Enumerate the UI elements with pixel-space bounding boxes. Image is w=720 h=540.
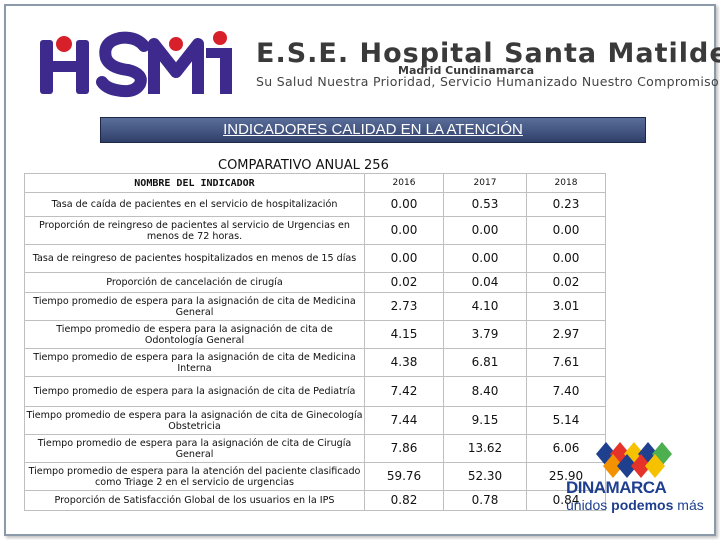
- table-row: Proporción de cancelación de cirugía 0.0…: [24, 272, 606, 293]
- table-row: Tiempo promedio de espera para la asigna…: [24, 292, 606, 321]
- indicator-value: 0.02: [526, 272, 606, 293]
- table-row: Tiempo promedio de espera para la atenci…: [24, 462, 606, 491]
- indicator-value: 5.14: [526, 406, 606, 435]
- motto-suffix: más: [673, 497, 704, 513]
- year-header: 2018: [526, 173, 606, 193]
- indicator-value: 4.10: [443, 292, 527, 321]
- indicator-value: 2.73: [364, 292, 444, 321]
- table-row: Tiempo promedio de espera para la asigna…: [24, 434, 606, 463]
- indicator-name: Tiempo promedio de espera para la asigna…: [24, 406, 365, 435]
- slide-frame: [4, 4, 716, 536]
- indicator-value: 0.04: [443, 272, 527, 293]
- indicator-value: 0.00: [443, 244, 527, 273]
- indicator-name: Proporción de reingreso de pacientes al …: [24, 216, 365, 245]
- hsm-logo: [40, 31, 232, 98]
- indicator-name: Tiempo promedio de espera para la asigna…: [24, 292, 365, 321]
- indicator-value: 6.81: [443, 348, 527, 377]
- table-row: Tiempo promedio de espera para la asigna…: [24, 406, 606, 435]
- indicator-value: 3.01: [526, 292, 606, 321]
- cundinamarca-logo: [596, 442, 672, 478]
- table-row: Tiempo promedio de espera para la asigna…: [24, 320, 606, 349]
- table-row: Tiempo promedio de espera para la asigna…: [24, 348, 606, 377]
- table-row: Tasa de reingreso de pacientes hospitali…: [24, 244, 606, 273]
- motto-bold: podemos: [611, 497, 674, 513]
- indicator-value: 0.53: [443, 192, 527, 217]
- motto-prefix: unidos: [566, 497, 612, 513]
- indicator-value: 7.61: [526, 348, 606, 377]
- indicator-value: 0.00: [526, 244, 606, 273]
- table-header-row: NOMBRE DEL INDICADOR 2016 2017 2018: [24, 173, 606, 193]
- indicator-value: 0.00: [364, 216, 444, 245]
- indicator-name: Tiempo promedio de espera para la asigna…: [24, 320, 365, 349]
- hospital-location: Madrid Cundinamarca: [398, 64, 535, 77]
- table-row: Tiempo promedio de espera para la asigna…: [24, 376, 606, 407]
- indicator-value: 13.62: [443, 434, 527, 463]
- indicator-value: 0.00: [364, 244, 444, 273]
- indicator-value: 2.97: [526, 320, 606, 349]
- indicator-value: 0.84: [526, 490, 606, 511]
- indicator-value: 4.38: [364, 348, 444, 377]
- indicator-value: 7.40: [526, 376, 606, 407]
- indicator-name: Proporción de cancelación de cirugía: [24, 272, 365, 293]
- indicator-value: 59.76: [364, 462, 444, 491]
- year-header: 2016: [364, 173, 444, 193]
- indicator-name: Proporción de Satisfacción Global de los…: [24, 490, 365, 511]
- indicator-name: Tiempo promedio de espera para la asigna…: [24, 376, 365, 407]
- cundinamarca-motto: unidos podemos más: [566, 497, 704, 513]
- table-row: Proporción de Satisfacción Global de los…: [24, 490, 606, 511]
- indicator-value: 0.78: [443, 490, 527, 511]
- year-header: 2017: [443, 173, 527, 193]
- indicator-value: 7.86: [364, 434, 444, 463]
- table-row: Proporción de reingreso de pacientes al …: [24, 216, 606, 245]
- indicator-name: Tiempo promedio de espera para la atenci…: [24, 462, 365, 491]
- indicator-value: 0.82: [364, 490, 444, 511]
- indicator-name: Tasa de reingreso de pacientes hospitali…: [24, 244, 365, 273]
- indicator-value: 0.00: [526, 216, 606, 245]
- indicator-value: 0.23: [526, 192, 606, 217]
- table-subtitle: COMPARATIVO ANUAL 256: [218, 158, 389, 173]
- hospital-name: E.S.E. Hospital Santa Matilde: [256, 38, 720, 69]
- indicator-value: 7.44: [364, 406, 444, 435]
- indicator-value: 7.42: [364, 376, 444, 407]
- indicator-value: 4.15: [364, 320, 444, 349]
- indicator-value: 9.15: [443, 406, 527, 435]
- indicator-name-header: NOMBRE DEL INDICADOR: [24, 173, 365, 193]
- table-row: Tasa de caída de pacientes en el servici…: [24, 192, 606, 217]
- indicator-name: Tiempo promedio de espera para la asigna…: [24, 434, 365, 463]
- indicator-name: Tiempo promedio de espera para la asigna…: [24, 348, 365, 377]
- indicators-table: NOMBRE DEL INDICADOR 2016 2017 2018 Tasa…: [24, 173, 606, 511]
- indicator-value: 52.30: [443, 462, 527, 491]
- indicator-value: 0.00: [443, 216, 527, 245]
- indicator-value: 0.02: [364, 272, 444, 293]
- indicator-value: 0.00: [364, 192, 444, 217]
- cundinamarca-name: DINAMARCA: [566, 478, 667, 497]
- indicator-value: 3.79: [443, 320, 527, 349]
- hospital-motto: Su Salud Nuestra Prioridad, Servicio Hum…: [256, 74, 719, 89]
- indicator-name: Tasa de caída de pacientes en el servici…: [24, 192, 365, 217]
- indicator-value: 25.90: [526, 462, 606, 491]
- indicator-value: 8.40: [443, 376, 527, 407]
- section-banner: INDICADORES CALIDAD EN LA ATENCIÓN: [100, 117, 646, 143]
